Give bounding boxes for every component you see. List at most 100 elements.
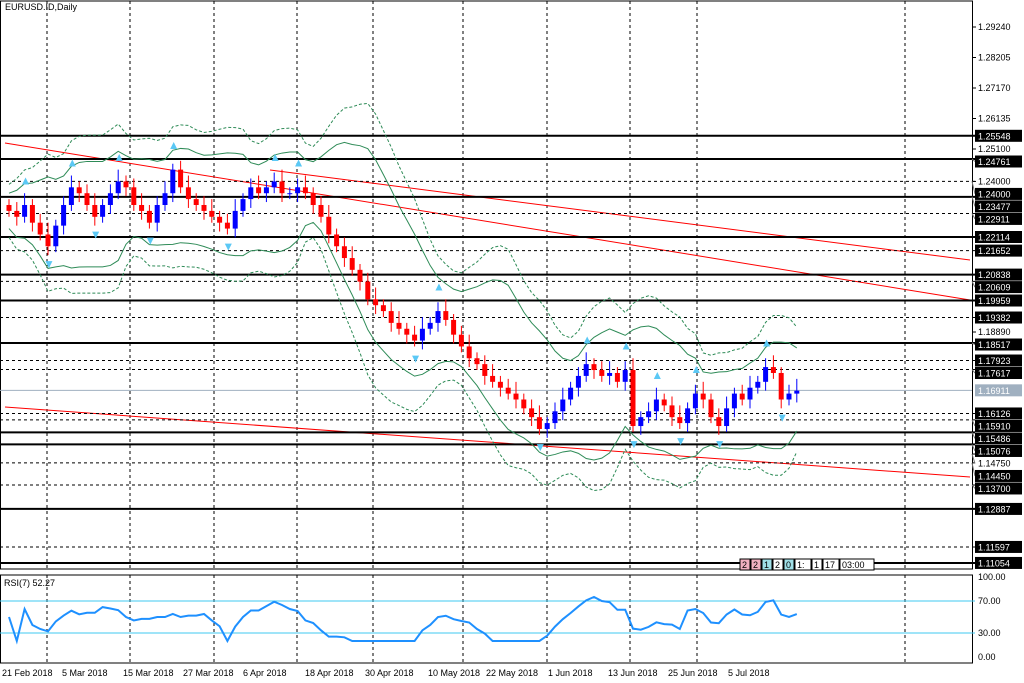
label-leader-line	[971, 213, 976, 220]
x-tick-label: 22 May 2018	[486, 668, 538, 678]
price-label-box	[975, 212, 1022, 225]
bullish-candle	[638, 417, 644, 427]
status-box	[839, 558, 875, 571]
status-box	[761, 558, 773, 571]
price-label-box	[975, 432, 1022, 445]
rsi-title: RSI(7) 52.27	[4, 578, 56, 588]
bullish-candle	[435, 311, 441, 323]
y-tick-label: 1.14750	[978, 458, 1011, 468]
bearish-candle	[661, 399, 667, 406]
price-label-box	[975, 556, 1022, 569]
bullish-candle	[552, 411, 558, 424]
main-plot-frame	[0, 0, 973, 570]
bullish-candle	[653, 399, 659, 412]
price-label-box	[975, 407, 1022, 420]
bearish-candle	[318, 204, 324, 217]
bearish-candle	[529, 408, 535, 418]
bearish-candle	[357, 269, 363, 282]
bullish-candle	[248, 187, 254, 200]
bullish-candle	[646, 411, 652, 418]
bullish-candle	[295, 187, 301, 194]
price-label-box	[975, 469, 1022, 482]
label-leader-line	[971, 462, 976, 477]
price-label: 1.15076	[978, 446, 1011, 456]
label-leader-line	[971, 281, 976, 288]
bearish-candle	[482, 364, 488, 376]
bearish-candle	[700, 393, 706, 400]
bearish-candle	[474, 358, 480, 365]
bullish-candle	[53, 225, 59, 247]
bearish-candle	[279, 181, 285, 194]
price-label-box	[975, 244, 1022, 257]
bearish-candle	[388, 311, 394, 323]
bearish-candle	[396, 322, 402, 329]
status-box	[822, 558, 840, 571]
price-label-box	[975, 338, 1022, 351]
bearish-candle	[669, 405, 675, 418]
bearish-candle	[310, 193, 316, 205]
price-label: 1.18517	[978, 340, 1011, 350]
price-label-box	[975, 482, 1022, 495]
price-label: 1.25548	[978, 131, 1011, 141]
y-tick-label: 1.26135	[978, 114, 1011, 124]
price-label-box	[975, 354, 1022, 367]
fractal-down-icon: ▼	[534, 440, 546, 454]
bullish-candle	[115, 181, 121, 194]
bearish-candle	[373, 299, 379, 306]
bearish-candle	[209, 210, 215, 217]
bullish-candle	[170, 169, 176, 194]
price-label-box	[975, 231, 1022, 244]
bearish-candle	[380, 305, 386, 312]
bearish-candle	[224, 222, 230, 229]
bearish-candle	[349, 258, 355, 270]
bearish-candle	[178, 169, 184, 188]
rsi-plot-frame	[0, 574, 973, 664]
envelope-lower-band	[8, 236, 798, 492]
fractal-down-icon: ▼	[43, 257, 55, 271]
price-label-box	[975, 444, 1022, 457]
price-label: 1.22114	[978, 233, 1010, 243]
status-box	[811, 558, 823, 571]
price-label: 1.14450	[978, 471, 1011, 481]
price-label-box	[975, 268, 1022, 281]
bearish-candle	[677, 417, 683, 424]
fractal-down-icon: ▼	[90, 228, 102, 242]
status-box-label: 1	[814, 560, 819, 570]
status-box	[783, 558, 795, 571]
bearish-candle	[365, 281, 371, 300]
trend-line	[269, 169, 971, 261]
label-leader-line	[971, 181, 976, 195]
x-tick-label: 5 Jul 2018	[728, 668, 770, 678]
fractal-up-icon: ▲	[761, 335, 773, 349]
price-label: 1.22911	[978, 214, 1010, 224]
status-box-label: 1	[764, 560, 769, 570]
price-label-box	[975, 311, 1022, 324]
rsi-tick-label: 30.00	[978, 628, 1001, 638]
label-leader-line	[971, 342, 976, 345]
bearish-candle	[45, 234, 51, 247]
bullish-candle	[240, 199, 246, 211]
price-label: 1.24761	[978, 157, 1011, 167]
rsi-tick-label: 70.00	[978, 596, 1001, 606]
bearish-candle	[201, 204, 207, 211]
bullish-candle	[692, 393, 698, 409]
bullish-candle	[763, 367, 769, 382]
y-tick-label: 1.25100	[978, 144, 1011, 154]
label-leader-line	[971, 484, 976, 489]
bullish-candle	[68, 187, 74, 205]
bearish-candle	[591, 364, 597, 371]
bearish-candle	[497, 381, 503, 388]
fractal-up-icon: ▲	[269, 150, 281, 164]
price-label: 1.21652	[978, 246, 1011, 256]
fractal-down-icon: ▼	[222, 239, 234, 253]
price-label-box	[975, 200, 1022, 213]
current-price-label: 1.16911	[978, 386, 1010, 396]
fractal-up-icon: ▲	[690, 362, 702, 376]
bearish-candle	[630, 370, 636, 427]
label-leader-line	[971, 432, 976, 439]
status-box-label: 2	[742, 560, 747, 570]
bullish-candle	[162, 193, 168, 205]
price-label: 1.23477	[978, 202, 1011, 212]
y-tick-label: 1.27170	[978, 83, 1011, 93]
